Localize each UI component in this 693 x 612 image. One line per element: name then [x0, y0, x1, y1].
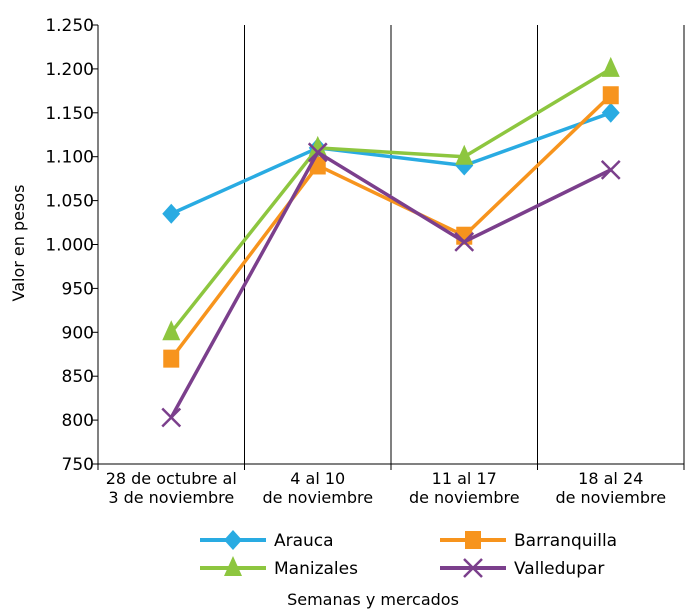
data-point [454, 231, 475, 252]
legend-marker [224, 530, 242, 550]
y-tick-label: 850 [62, 367, 94, 387]
series-valledupar [161, 142, 621, 428]
y-tick-label: 1.250 [45, 16, 94, 36]
y-tick-label: 800 [62, 411, 94, 431]
legend-marker [463, 558, 483, 578]
x-marker-stroke [463, 558, 483, 578]
series-barranquilla [163, 86, 619, 368]
data-point [601, 102, 620, 123]
grid-lines [244, 25, 685, 464]
x-axis-title: Semanas y mercados [287, 590, 459, 609]
series-line [169, 67, 612, 334]
data-point [602, 86, 619, 105]
data-point [307, 142, 328, 163]
y-tick-labels: 750 800 850 900 950 1.000 1.050 1.100 1.150 1.200… [45, 16, 94, 475]
data-point [162, 203, 181, 224]
y-tick-label: 1.100 [45, 148, 94, 168]
x-tick-label: 11 al 17 [432, 469, 497, 488]
y-tick-label: 900 [62, 323, 94, 343]
axes [92, 24, 685, 470]
x-marker-stroke [600, 159, 621, 180]
legend-label: Manizales [274, 559, 358, 579]
x-marker-stroke [161, 407, 182, 428]
legend-marker [465, 531, 481, 549]
legend-label: Valledupar [514, 559, 604, 579]
x-tick-label: 18 al 24 [578, 469, 643, 488]
series-manizales [162, 56, 620, 341]
legend: Arauca Barranquilla Manizales Valledupar [200, 530, 617, 579]
y-axis-title: Valor en pesos [9, 185, 28, 302]
x-tick-label: de noviembre [409, 488, 520, 507]
legend-label: Arauca [274, 531, 334, 551]
series-line [169, 150, 612, 419]
x-marker-stroke [454, 231, 475, 252]
legend-item: Manizales [200, 556, 358, 579]
series-line [169, 93, 612, 360]
y-tick-label: 1.150 [45, 104, 94, 124]
legend-item: Barranquilla [440, 531, 617, 551]
x-tick-label: 28 de octubre al [106, 469, 237, 488]
data-point [455, 144, 474, 165]
legend-item: Arauca [200, 530, 334, 551]
y-tick-label: 950 [62, 279, 94, 299]
data-point [601, 56, 620, 77]
x-marker-stroke [307, 142, 328, 163]
y-tick-label: 750 [62, 455, 94, 475]
x-tick-label: de noviembre [262, 488, 373, 507]
legend-marker [224, 556, 242, 576]
legend-item: Valledupar [440, 558, 604, 579]
data-point [162, 320, 181, 341]
series-line [170, 111, 612, 216]
x-tick-label: 3 de noviembre [108, 488, 234, 507]
data-point [308, 135, 327, 156]
y-tick-label: 1.050 [45, 192, 94, 212]
data-point [163, 349, 180, 368]
data-point [600, 159, 621, 180]
x-tick-label: 4 al 10 [290, 469, 345, 488]
y-tick-label: 1.200 [45, 60, 94, 80]
series-group [161, 56, 621, 428]
y-tick-label: 1.000 [45, 236, 94, 256]
legend-label: Barranquilla [514, 531, 617, 551]
x-tick-label: de noviembre [555, 488, 666, 507]
data-point [161, 407, 182, 428]
